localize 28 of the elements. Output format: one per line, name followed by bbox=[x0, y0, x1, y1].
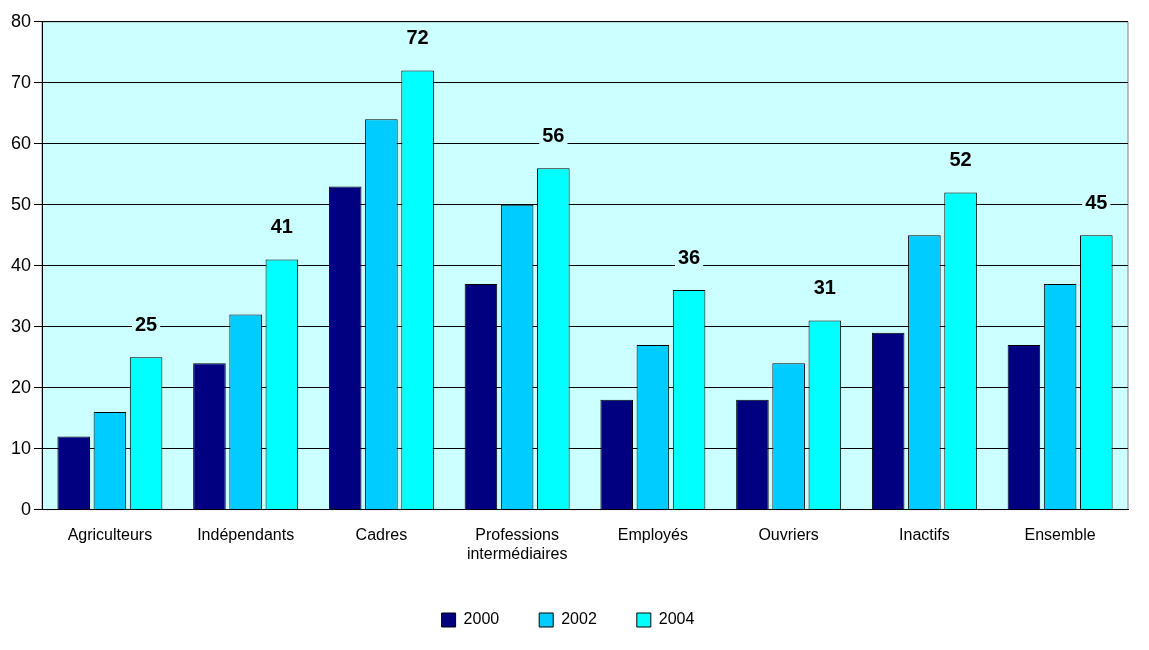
x-tick-label: Ensemble bbox=[1024, 525, 1096, 543]
y-tick-label: 20 bbox=[10, 376, 32, 397]
y-tick-label: 40 bbox=[10, 254, 32, 275]
legend-label: 2002 bbox=[561, 610, 597, 628]
x-tick-label: Ouvriers bbox=[758, 525, 819, 543]
data-label: 52 bbox=[949, 148, 972, 171]
x-tick-label: Cadres bbox=[355, 525, 408, 543]
x-tick-label: Employés bbox=[617, 525, 689, 543]
data-label: 45 bbox=[1085, 190, 1108, 213]
y-tick-label: 80 bbox=[10, 10, 32, 31]
x-tick-label: Agriculteurs bbox=[67, 525, 153, 543]
data-label: 36 bbox=[677, 245, 701, 268]
data-label: 25 bbox=[134, 312, 158, 335]
y-tick-label: 30 bbox=[10, 315, 32, 336]
x-tick-label: Professions intermédiaires bbox=[466, 525, 568, 562]
data-label: 56 bbox=[542, 123, 565, 146]
x-tick-label: Inactifs bbox=[899, 525, 950, 543]
data-label: 31 bbox=[813, 276, 836, 299]
legend-label: 2000 bbox=[463, 610, 500, 628]
data-label: 72 bbox=[406, 26, 429, 49]
y-tick-label: 0 bbox=[21, 498, 32, 519]
data-label: 41 bbox=[270, 215, 293, 238]
legend-label: 2004 bbox=[658, 610, 695, 628]
x-tick-label: Indépendants bbox=[197, 525, 295, 543]
y-tick-label: 70 bbox=[10, 71, 32, 92]
y-tick-label: 10 bbox=[10, 437, 32, 458]
y-tick-label: 60 bbox=[10, 132, 32, 153]
y-tick-label: 50 bbox=[10, 193, 32, 214]
